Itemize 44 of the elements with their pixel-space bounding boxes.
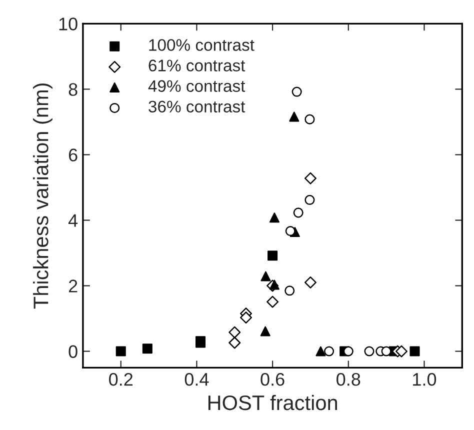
point (395, 345, 408, 358)
point (269, 212, 280, 223)
point (343, 346, 354, 356)
point (304, 114, 315, 124)
point (268, 250, 278, 261)
x-tick-label: 0.2 (109, 372, 133, 386)
point (142, 344, 152, 354)
point (260, 271, 271, 282)
y-tick-label: 0 (68, 345, 78, 358)
y-tick-label: 6 (68, 148, 78, 162)
point (266, 296, 279, 308)
point (260, 326, 270, 336)
y-tick-label: 4 (68, 214, 78, 227)
point (324, 346, 334, 356)
point (228, 336, 241, 349)
point (284, 286, 295, 296)
x-tick-label: 0.8 (336, 372, 360, 386)
legend-label: 100% contrast (149, 39, 254, 51)
point (304, 276, 316, 288)
point (304, 194, 315, 205)
point (381, 346, 392, 356)
point (228, 326, 241, 338)
point (292, 86, 302, 97)
x-axis-title: HOST fraction (208, 394, 338, 410)
point (364, 346, 374, 356)
point (116, 346, 126, 356)
legend-label: 49% contrast (148, 80, 246, 92)
x-tick-label: 0.4 (184, 372, 209, 386)
point (285, 226, 296, 236)
point (410, 346, 420, 356)
y-axis-title: Thickness variation (nm) (33, 83, 52, 309)
point (240, 312, 252, 324)
x-tick-label: 0.6 (260, 372, 284, 386)
point (304, 172, 316, 184)
point (289, 112, 300, 122)
legend-label: 36% contrast (148, 100, 246, 112)
point (293, 208, 304, 218)
y-tick-label: 10 (59, 18, 78, 30)
point (269, 280, 280, 290)
x-tick-label: 1.0 (413, 372, 436, 386)
legend-label: 61% contrast (148, 60, 246, 72)
y-tick-label: 8 (68, 83, 78, 96)
y-tick-label: 2 (68, 280, 78, 292)
point (316, 346, 326, 356)
